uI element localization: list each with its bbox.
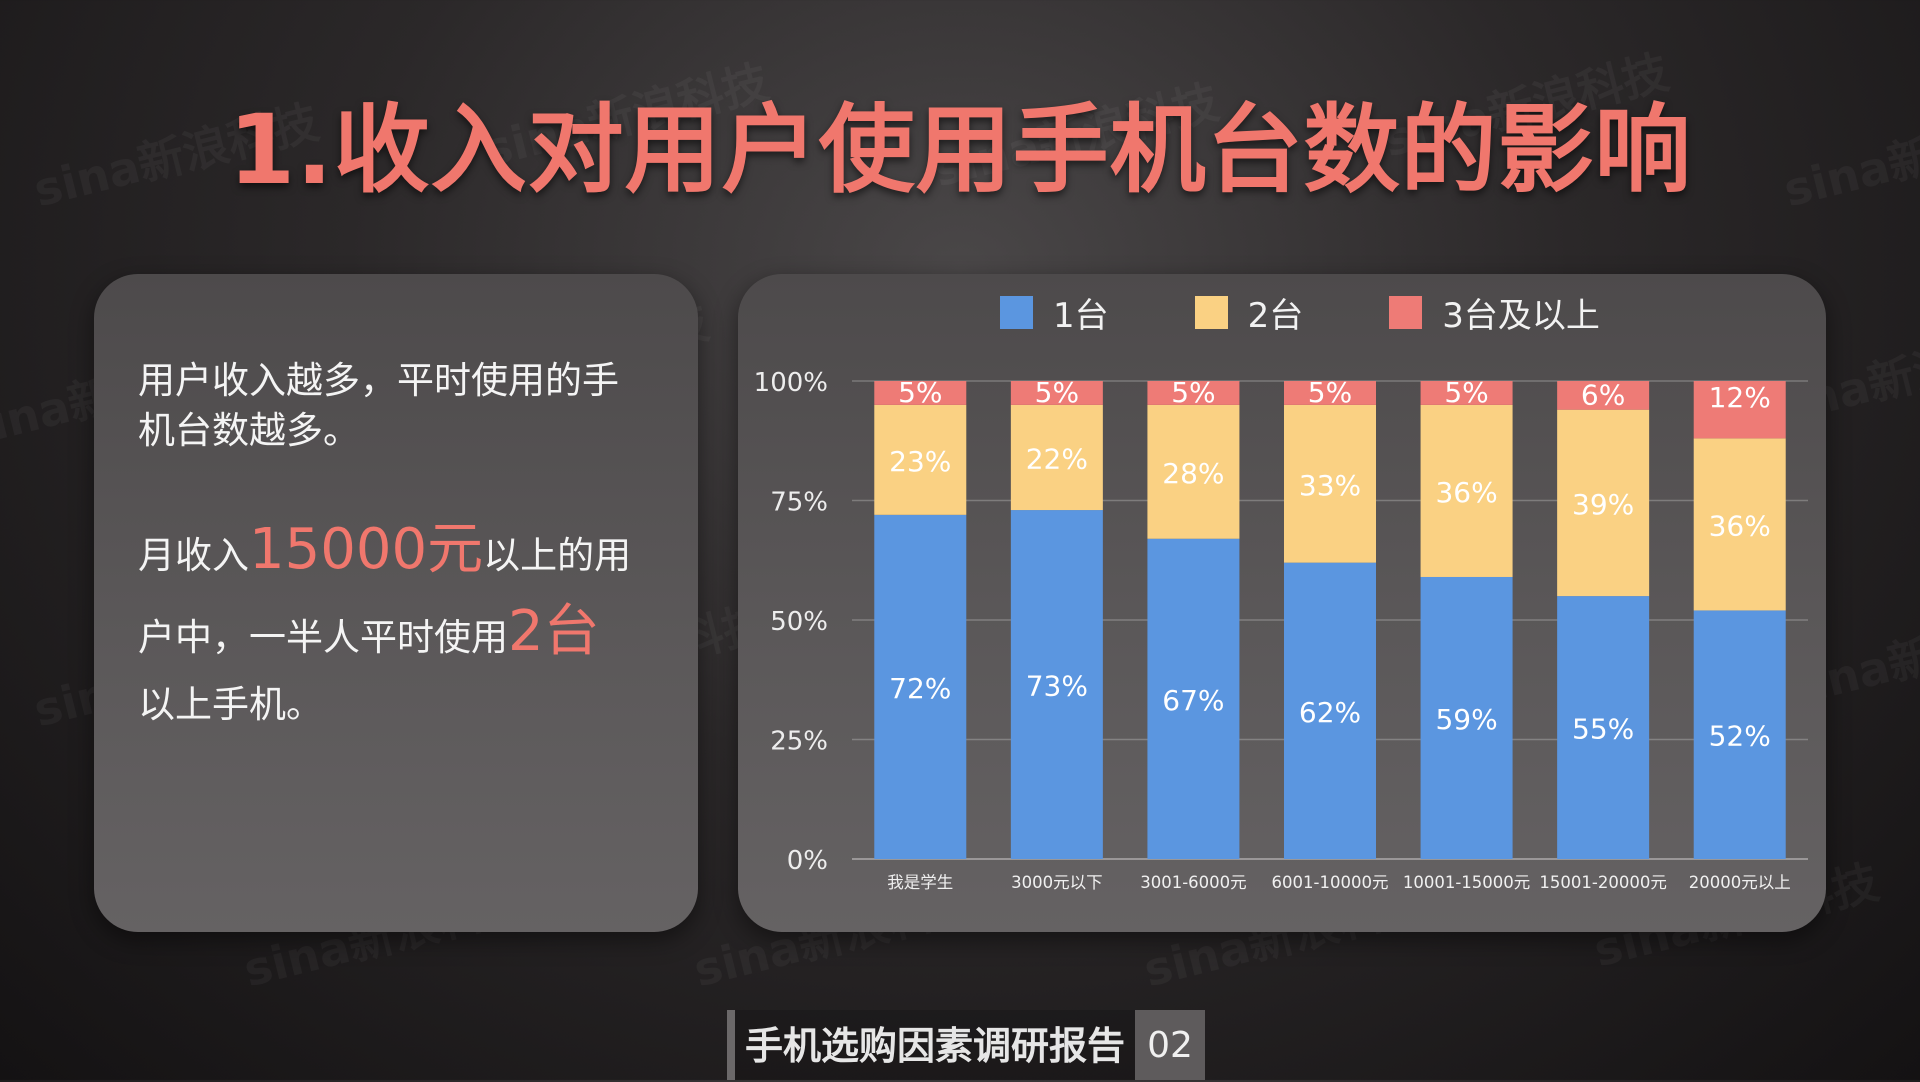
x-category-label: 20000元以上 [1689,873,1791,892]
bar-segment [1284,381,1376,405]
bar-segment [874,404,967,515]
data-label: 5% [1308,376,1352,409]
y-tick-label: 100% [754,368,828,398]
bar-segment [1010,381,1103,405]
data-label: 59% [1435,703,1497,736]
x-category-label: 10001-15000元 [1403,873,1530,892]
y-tick-label: 75% [770,488,828,518]
legend-label-3: 3台及以上 [1442,295,1600,336]
y-tick-label: 25% [770,727,828,757]
x-category-label: 15001-20000元 [1539,873,1666,892]
legend-item-2: 2台 [1194,288,1304,337]
data-label: 28% [1162,457,1224,490]
summary-line-2: 机台数越多。 [138,409,360,452]
bar-segment [874,381,967,405]
legend-label-1: 1台 [1053,295,1109,336]
bar-segment [1010,404,1103,511]
summary-panel: 用户收入越多，平时使用的手 机台数越多。 月收入15000元以上的用 户中，一半… [94,274,698,932]
data-label: 67% [1162,684,1224,717]
bar-segment [1557,596,1650,859]
bar-segment [1420,381,1513,405]
bar-segment [1420,576,1513,859]
bar-segment [1147,538,1240,859]
data-label: 36% [1709,509,1771,542]
highlight-line-3: 以上手机。 [138,683,323,726]
highlight-line-2: 户中，一半人平时使用2台 [138,594,678,676]
data-label: 23% [889,445,951,478]
phone-count-highlight: 2台 [508,599,600,664]
data-label: 33% [1299,469,1361,502]
highlight-line-1-post: 以上的用 [483,534,632,577]
bar-segment [1147,381,1240,405]
data-label: 73% [1026,670,1088,703]
legend-label-2: 2台 [1247,295,1304,336]
bar-segment [1557,409,1650,597]
bar-segment [1284,562,1376,859]
highlight-line-2-pre: 户中，一半人平时使用 [138,616,508,659]
summary-paragraph-2: 月收入15000元以上的用 户中，一半人平时使用2台 以上手机。 [138,512,678,734]
bar-segment [1693,438,1786,611]
data-label: 22% [1026,442,1088,475]
x-category-label: 我是学生 [887,873,953,892]
data-label: 5% [1171,376,1215,409]
data-label: 52% [1709,720,1771,753]
legend-item-1: 1台 [1000,288,1109,337]
data-label: 39% [1572,488,1634,521]
highlight-line-1-pre: 月收入 [138,534,249,577]
data-label: 12% [1709,381,1771,414]
report-title: 手机选购因素调研报告 [735,1010,1136,1080]
bar-segment [1693,381,1786,439]
x-category-label: 3000元以下 [1011,873,1103,892]
data-label: 6% [1581,378,1625,411]
footer-accent-bar [727,1010,735,1080]
bar-segment [1557,381,1650,410]
legend-swatch-2 [1194,295,1228,329]
data-label: 72% [889,672,951,705]
bar-segment [874,514,967,859]
bar-segment [1010,510,1103,859]
x-category-label: 6001-10000元 [1272,873,1389,892]
summary-text: 用户收入越多，平时使用的手 机台数越多。 月收入15000元以上的用 户中，一半… [138,356,678,790]
highlight-line-1: 月收入15000元以上的用 [138,512,678,594]
summary-paragraph-1: 用户收入越多，平时使用的手 机台数越多。 [138,356,678,456]
legend-swatch-1 [1000,295,1033,329]
data-label: 5% [1444,376,1488,409]
footer: 手机选购因素调研报告 02 [727,1010,1206,1080]
data-label: 62% [1299,696,1361,729]
legend-item-3: 3台及以上 [1389,288,1600,337]
data-label: 55% [1572,713,1634,746]
summary-line-1: 用户收入越多，平时使用的手 [138,359,619,402]
y-tick-label: 0% [787,846,828,876]
bar-segment [1147,404,1240,539]
data-label: 5% [1035,376,1079,409]
legend-swatch-3 [1389,295,1423,329]
y-tick-label: 50% [770,607,828,637]
chart-legend: 1台 2台 3台及以上 [1000,292,1686,336]
page-number: 02 [1135,1010,1206,1080]
data-label: 5% [898,376,942,409]
bar-segment [1420,404,1513,577]
bar-segment [1693,610,1786,859]
data-label: 36% [1435,476,1497,509]
page-title: 1.收入对用户使用手机台数的影响 [228,94,1692,206]
x-category-label: 3001-6000元 [1140,873,1246,892]
income-highlight: 15000元 [249,517,484,582]
bar-segment [1284,404,1376,563]
